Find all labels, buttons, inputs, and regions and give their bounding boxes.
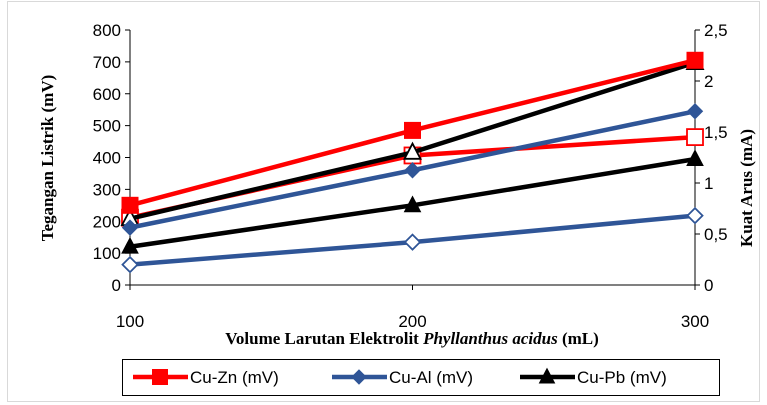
- series-4-point: [686, 206, 704, 225]
- y-tick-right-label: 1: [704, 174, 713, 193]
- y-tick-right-label: 1,5: [704, 123, 728, 142]
- y-tick-left-label: 700: [93, 53, 121, 72]
- legend-label-0: Cu-Zn (mV): [190, 368, 279, 387]
- series-0-point: [121, 196, 139, 214]
- x-axis-title-part: Volume Larutan Elektrolit: [225, 329, 423, 348]
- series-1-point: [686, 103, 704, 120]
- legend: Cu-Zn (mV) Cu-Al (mV) Cu-Pb (mV): [122, 359, 720, 396]
- x-axis-title-part: (mL): [558, 329, 599, 348]
- y-tick-right-label: 0,5: [704, 225, 728, 244]
- series-1-point: [404, 162, 421, 179]
- x-tick-label: 100: [116, 312, 144, 331]
- y-tick-right-label: 0: [704, 276, 713, 295]
- series-0: [121, 51, 704, 214]
- series-2-point: [403, 195, 422, 213]
- series-5-point: [403, 141, 422, 160]
- legend-item-0: Cu-Zn (mV): [133, 368, 279, 387]
- legend-item-2: Cu-Pb (mV): [520, 367, 667, 387]
- y-tick-left-label: 500: [93, 117, 121, 136]
- legend-box: [122, 359, 720, 396]
- x-tick-label: 300: [681, 312, 709, 331]
- y-axis-right-title: Kuat Arus (mA): [737, 129, 756, 247]
- series-0-point: [686, 51, 704, 69]
- y-tick-right-label: 2,5: [704, 21, 728, 40]
- y-tick-left-label: 200: [93, 212, 121, 231]
- series-4: [121, 206, 704, 274]
- y-axis-left-title: Tegangan Listrik (mV): [38, 75, 57, 242]
- series-4-point: [121, 255, 139, 274]
- series-4-point: [403, 233, 422, 251]
- legend-marker-1: [351, 369, 367, 385]
- y-tick-left-label: 0: [112, 276, 121, 295]
- legend-marker-0: [152, 369, 168, 385]
- legend-label-1: Cu-Al (mV): [389, 368, 473, 387]
- y-tick-left-label: 100: [93, 244, 121, 263]
- series-2-point: [686, 149, 704, 166]
- y-tick-right-label: 2: [704, 72, 713, 91]
- series-0-point: [404, 121, 421, 139]
- legend-item-1: Cu-Al (mV): [332, 368, 473, 387]
- series-2-point: [121, 236, 139, 254]
- legend-marker-2: [538, 367, 556, 384]
- x-axis-title: Volume Larutan Elektrolit Phyllanthus ac…: [225, 329, 599, 348]
- series-1-point: [121, 219, 139, 236]
- y-tick-left-label: 400: [93, 149, 121, 168]
- x-axis-title-italic-part: Phyllanthus acidus: [422, 329, 558, 348]
- x-tick-label: 200: [398, 312, 426, 331]
- y-tick-left-label: 300: [93, 180, 121, 199]
- y-tick-left-label: 600: [93, 85, 121, 104]
- series-1: [121, 103, 704, 236]
- y-tick-left-label: 800: [93, 21, 121, 40]
- series-3-point: [686, 128, 704, 147]
- legend-label-2: Cu-Pb (mV): [577, 368, 667, 387]
- series-layer: [120, 51, 705, 274]
- series-2: [121, 149, 704, 254]
